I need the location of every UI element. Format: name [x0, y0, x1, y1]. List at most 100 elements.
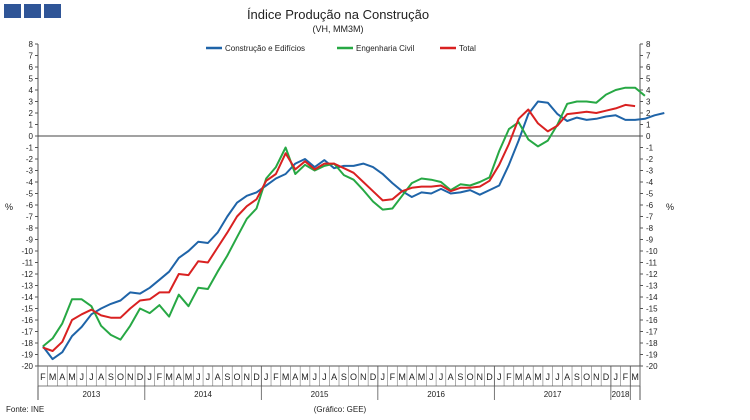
year-label: 2016	[427, 390, 445, 399]
year-label: 2018	[612, 390, 630, 399]
y-tick-label-right: -19	[646, 351, 658, 360]
month-label: J	[89, 372, 94, 382]
y-tick-label-left: -10	[21, 247, 33, 256]
y-tick-label-left: -14	[21, 293, 33, 302]
y-tick-label-left: 7	[29, 52, 34, 61]
chart-subtitle: (VH, MM3M)	[313, 24, 364, 34]
month-label: N	[244, 372, 251, 382]
month-label: A	[331, 372, 337, 382]
month-label: J	[497, 372, 502, 382]
y-tick-label-right: -14	[646, 293, 658, 302]
y-tick-label-left: -4	[26, 178, 34, 187]
y-tick-label-right: -10	[646, 247, 658, 256]
y-tick-label-left: 1	[29, 121, 34, 130]
month-label: A	[292, 372, 298, 382]
month-label: S	[224, 372, 230, 382]
month-label: D	[253, 372, 260, 382]
y-tick-label-left: -5	[26, 190, 34, 199]
header-decoration-square	[24, 4, 41, 18]
month-label: A	[59, 372, 65, 382]
y-tick-label-right: -5	[646, 190, 654, 199]
y-tick-label-left: 5	[29, 75, 34, 84]
y-tick-label-right: 5	[646, 75, 651, 84]
y-axis-label-right: %	[666, 202, 674, 212]
y-tick-label-left: -7	[26, 213, 34, 222]
month-label: M	[301, 372, 309, 382]
month-label: M	[49, 372, 57, 382]
year-label: 2015	[311, 390, 329, 399]
month-label: S	[108, 372, 114, 382]
y-tick-label-left: 8	[29, 40, 34, 49]
y-tick-label-left: 6	[29, 63, 34, 72]
y-tick-label-right: -9	[646, 236, 654, 245]
y-tick-label-left: 0	[29, 132, 34, 141]
y-tick-label-right: -11	[646, 259, 658, 268]
y-tick-label-right: -17	[646, 328, 658, 337]
month-label: A	[448, 372, 454, 382]
legend: Construção e Edifícios Engenharia Civil …	[206, 44, 476, 53]
y-tick-label-left: -2	[26, 155, 34, 164]
y-tick-label-right: 3	[646, 98, 651, 107]
month-label: F	[273, 372, 279, 382]
y-tick-label-right: -18	[646, 339, 658, 348]
month-label: O	[117, 372, 124, 382]
y-tick-label-right: 4	[646, 86, 651, 95]
month-label: D	[137, 372, 144, 382]
month-label: N	[593, 372, 600, 382]
y-tick-label-right: 7	[646, 52, 651, 61]
y-tick-label-right: -6	[646, 201, 654, 210]
month-label: J	[264, 372, 269, 382]
legend-item: Construção e Edifícios	[206, 44, 305, 53]
month-label: F	[506, 372, 512, 382]
month-label: N	[477, 372, 484, 382]
month-label: N	[127, 372, 134, 382]
y-tick-label-left: 3	[29, 98, 34, 107]
header-decoration-square	[44, 4, 61, 18]
month-label: J	[429, 372, 434, 382]
month-label: J	[439, 372, 444, 382]
y-tick-label-left: -20	[21, 362, 33, 371]
month-label: M	[165, 372, 173, 382]
year-label: 2013	[83, 390, 101, 399]
month-label: M	[282, 372, 290, 382]
month-label: F	[157, 372, 163, 382]
y-tick-label-left: -19	[21, 351, 33, 360]
month-label: J	[79, 372, 84, 382]
y-tick-label-left: -12	[21, 270, 33, 279]
y-tick-label-right: 8	[646, 40, 651, 49]
chart-title: Índice Produção na Construção	[247, 7, 429, 22]
legend-label: Total	[459, 44, 476, 53]
month-label: J	[546, 372, 551, 382]
y-tick-label-left: -6	[26, 201, 34, 210]
legend-item: Total	[440, 44, 476, 53]
y-tick-label-right: -4	[646, 178, 654, 187]
month-label: D	[603, 372, 610, 382]
month-label: M	[185, 372, 193, 382]
y-tick-label-right: 1	[646, 121, 651, 130]
month-label: D	[370, 372, 377, 382]
month-label: A	[98, 372, 104, 382]
y-tick-label-left: -17	[21, 328, 33, 337]
month-label: M	[398, 372, 406, 382]
y-tick-label-right: -16	[646, 316, 658, 325]
month-label: M	[631, 372, 639, 382]
month-label: J	[613, 372, 618, 382]
month-label: S	[341, 372, 347, 382]
series-line	[42, 100, 665, 361]
month-label: O	[234, 372, 241, 382]
month-label: F	[40, 372, 46, 382]
month-label: N	[360, 372, 367, 382]
month-label: S	[457, 372, 463, 382]
y-tick-label-left: -13	[21, 282, 33, 291]
series-line	[42, 103, 636, 352]
month-label: M	[418, 372, 426, 382]
chart-credit: (Gráfico: GEE)	[314, 405, 367, 414]
y-tick-label-left: 2	[29, 109, 34, 118]
month-label: F	[623, 372, 629, 382]
y-tick-label-left: -3	[26, 167, 34, 176]
y-axis-label-left: %	[5, 202, 13, 212]
month-label: M	[68, 372, 76, 382]
y-tick-label-right: -1	[646, 144, 654, 153]
legend-label: Engenharia Civil	[356, 44, 414, 53]
